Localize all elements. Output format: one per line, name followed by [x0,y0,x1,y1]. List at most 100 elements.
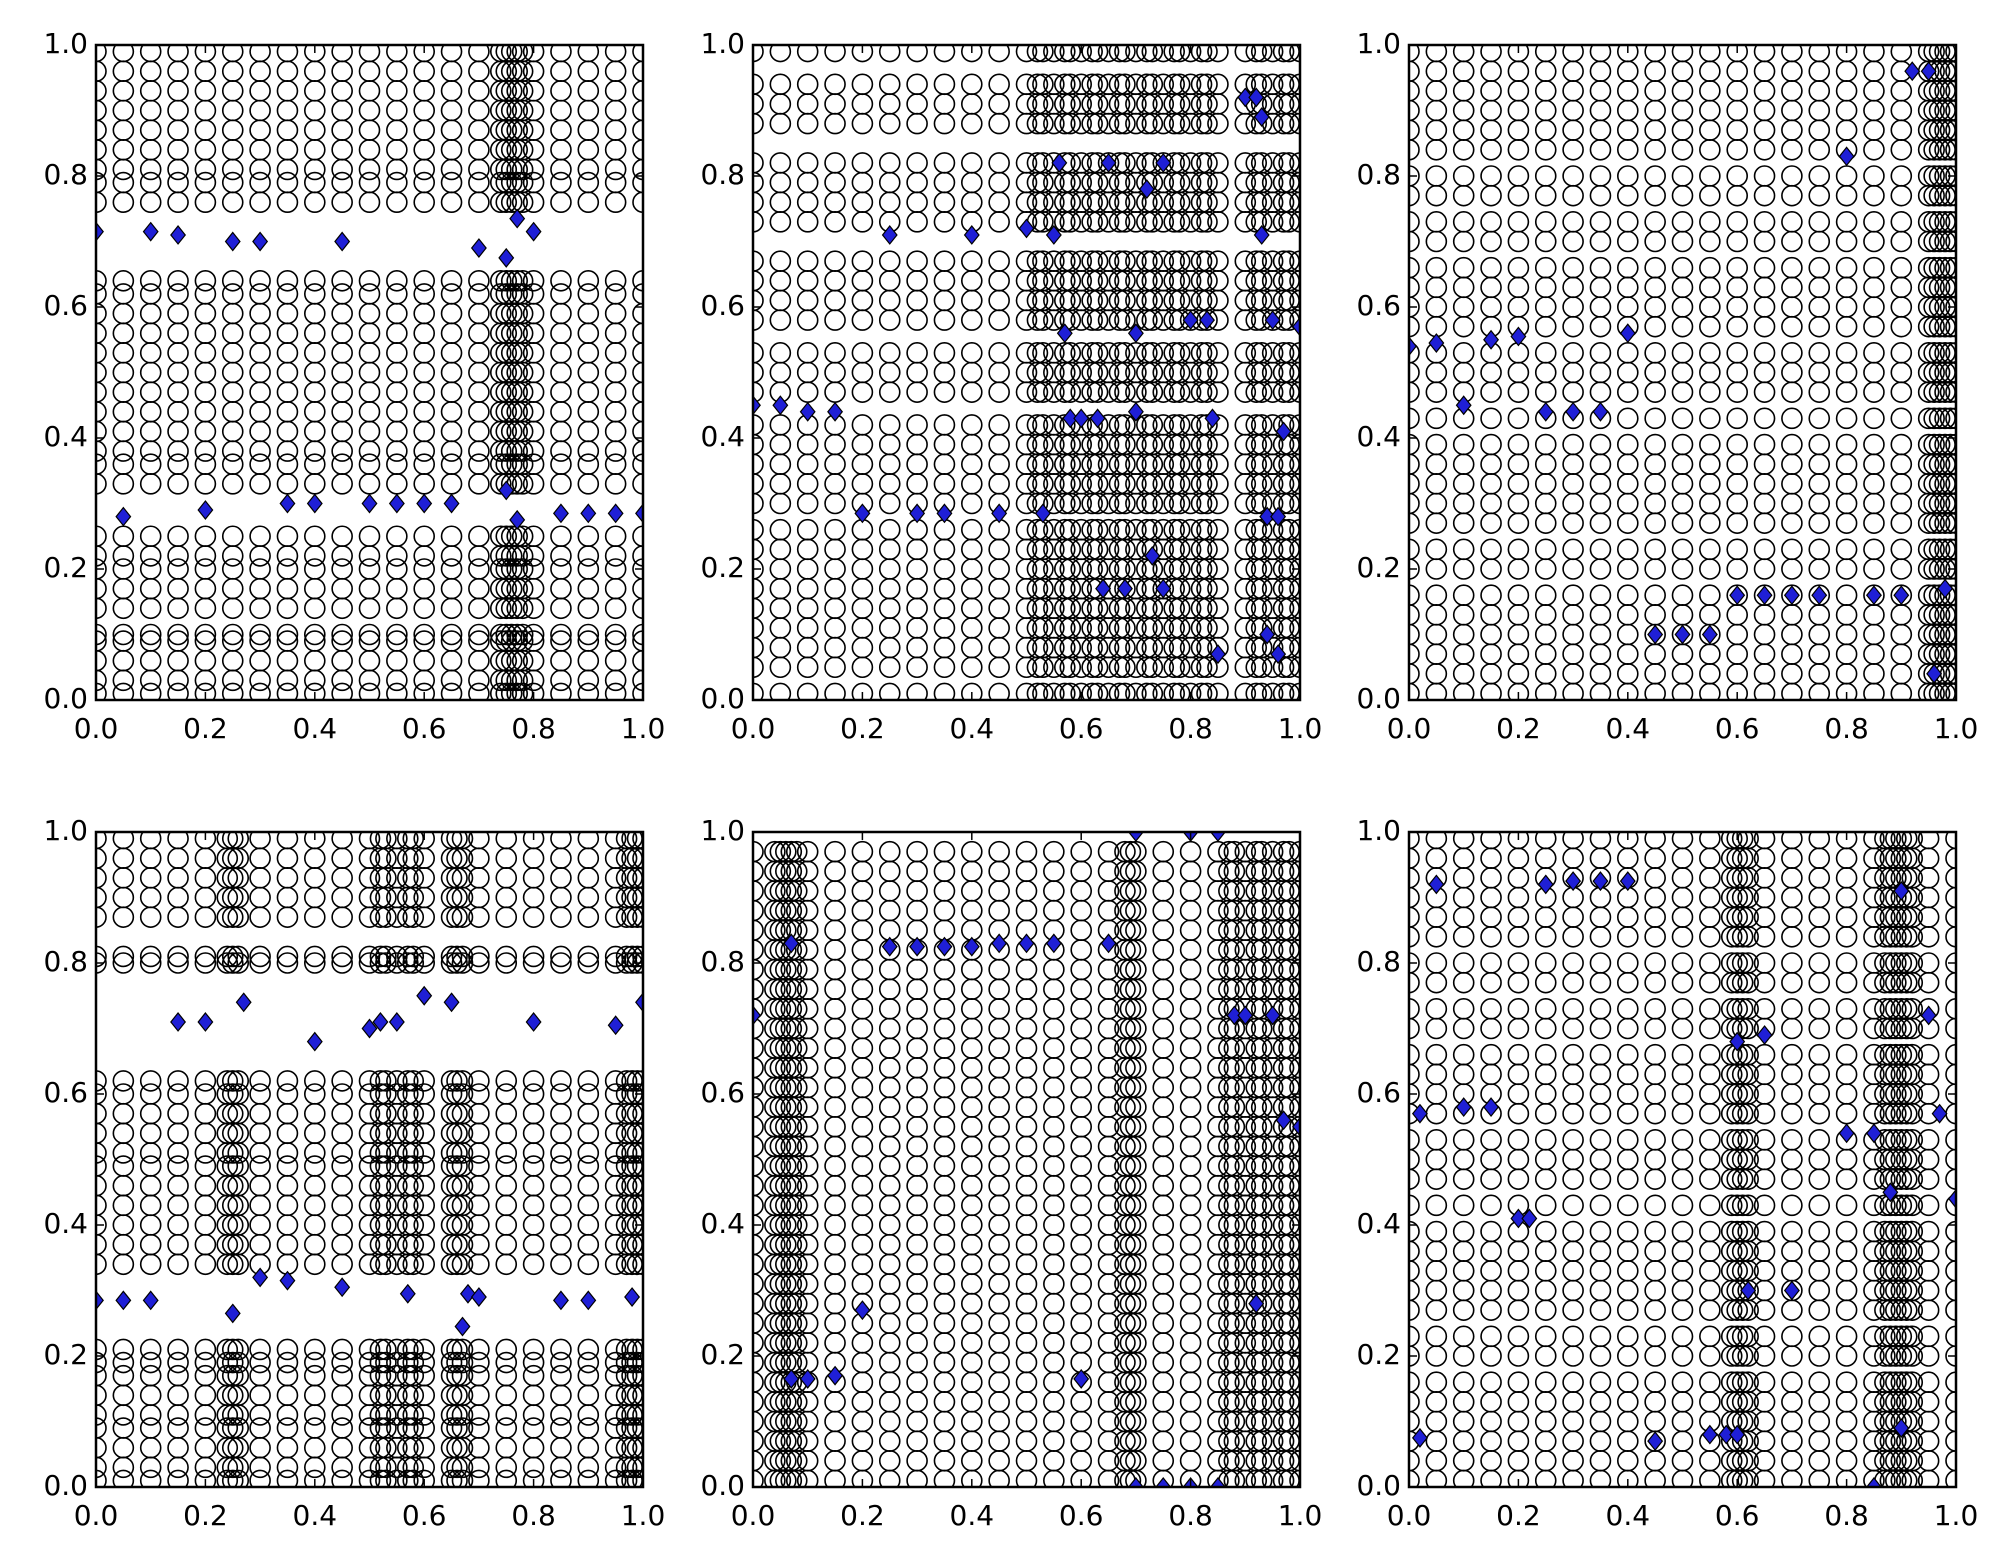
circle-point [522,886,545,909]
circle-point [1480,361,1502,384]
circle-point [1250,682,1273,700]
y-tick-label: 0.4 [700,420,745,453]
circle-point [413,669,436,692]
circle-point [1507,473,1530,495]
circle-point [906,1332,928,1354]
circle-point [522,1364,545,1387]
circle-point [961,682,983,700]
circle-point [906,538,928,561]
circle-point [933,73,956,96]
circle-point [960,1233,983,1256]
circle-point [1726,256,1748,279]
circle-point [249,1083,271,1105]
y-tick-label: 1.0 [1356,27,1401,60]
circle-point [577,1351,600,1374]
circle-point [769,492,792,515]
circle-point [331,322,353,345]
circle-point [331,1469,353,1487]
circle-point [1562,139,1584,161]
circle-point [303,322,326,345]
circle-point [1753,361,1776,384]
circle-point [577,99,600,122]
diamond-point [235,992,252,1013]
circle-point [775,1410,797,1433]
circle-point [753,899,764,922]
circle-point [1644,80,1666,102]
plot-area [96,45,643,700]
circle-point [1409,60,1420,82]
circle-point [139,623,162,646]
circle-point [167,1338,189,1361]
circle-point [1890,662,1913,685]
circle-point [1125,860,1147,883]
circle-point [1043,342,1065,364]
circle-point [1507,453,1530,476]
circle-point [906,1174,928,1197]
circle-point [440,1253,463,1276]
circle-point [1015,1371,1038,1393]
circle-point [276,80,299,102]
circle-point [331,847,353,870]
circle-point [1917,584,1940,607]
circle-point [500,597,523,620]
circle-point [440,1070,463,1092]
circle-point [495,886,518,909]
circle-point [753,270,764,292]
circle-point [988,1410,1010,1433]
circle-point [1753,60,1776,82]
circle-point [500,525,523,548]
circle-point [1835,256,1858,279]
circle-point [1928,433,1951,456]
circle-point [604,623,627,646]
circle-point [1081,342,1103,364]
circle-point [96,1102,107,1125]
circle-point [446,1456,468,1479]
circle-point [1939,407,1956,430]
circle-point [550,191,572,213]
circle-point [1289,381,1300,403]
circle-point [851,1450,874,1472]
circle-point [227,886,250,909]
diamond-point [498,247,515,268]
circle-point [775,899,797,922]
circle-point [906,45,928,63]
circle-point [988,1037,1010,1059]
circle-point [753,342,764,364]
circle-point [1781,139,1803,161]
circle-point [468,322,490,345]
circle-point [1863,662,1885,685]
circle-point [1250,840,1273,863]
circle-point [906,1233,928,1256]
circle-point [1534,538,1557,561]
circle-point [331,60,353,82]
circle-point [933,840,956,863]
circle-point [1119,1214,1142,1236]
circle-point [775,1115,797,1138]
circle-point [824,453,846,476]
circle-point [577,525,600,548]
circle-point [402,1083,425,1105]
circle-point [1923,433,1945,456]
circle-point [249,1070,271,1092]
circle-point [615,1338,638,1361]
circle-point [396,832,419,850]
circle-point [112,45,135,63]
circle-point [1699,361,1721,384]
circle-point [276,1214,299,1236]
circle-point [1923,45,1945,63]
diamond-point [1510,326,1527,347]
circle-point [1808,623,1831,646]
circle-point [1234,152,1257,174]
circle-point [1043,1430,1065,1452]
circle-point [1753,119,1776,141]
circle-point [906,617,928,639]
circle-point [1534,604,1557,626]
circle-point [139,525,162,548]
circle-point [550,623,572,646]
circle-point [988,191,1010,213]
circle-point [1152,152,1175,174]
circle-point [1671,453,1694,476]
circle-point [753,453,764,475]
circle-point [1152,958,1175,981]
circle-point [775,1351,797,1374]
